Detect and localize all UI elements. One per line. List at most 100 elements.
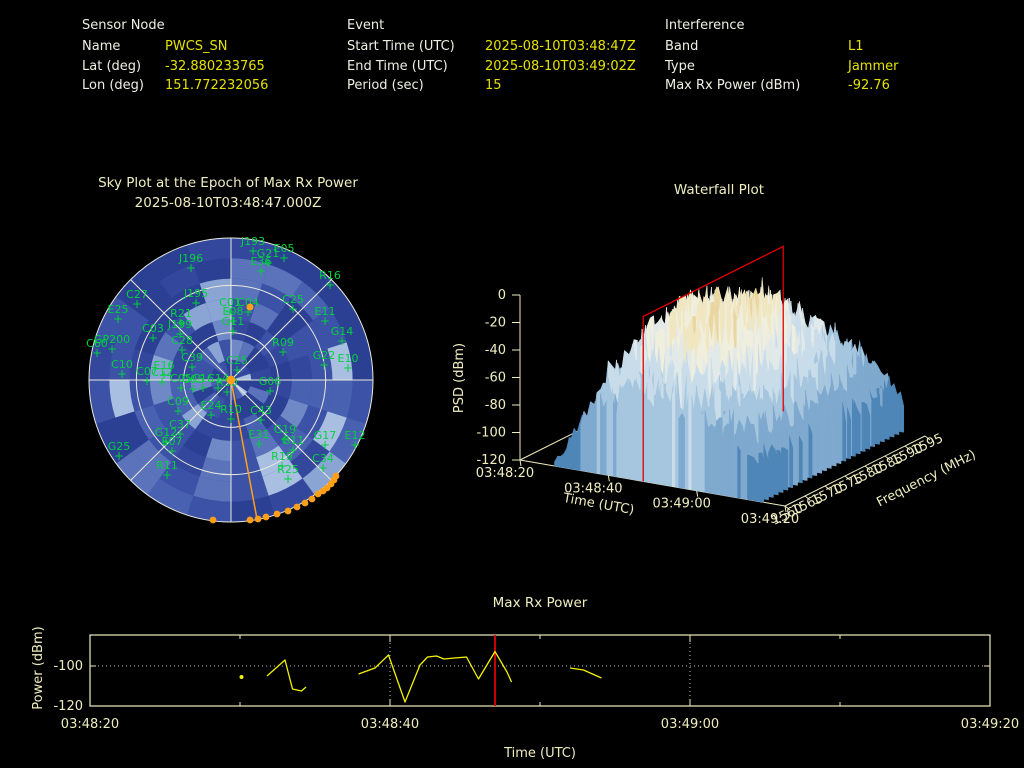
time-tick-label: 03:48:20	[476, 466, 534, 481]
power-x-axis-label: Time (UTC)	[503, 746, 576, 761]
satellite-label: G11	[282, 434, 305, 447]
satellite-plus-marker: +	[186, 261, 196, 275]
x-tick-label: 03:48:40	[361, 717, 419, 732]
satellite-plus-marker: +	[114, 449, 124, 463]
satellite-plus-marker: +	[256, 413, 266, 427]
interference-panel: Interference Band L1 Type Jammer Max Rx …	[665, 14, 898, 96]
interference-track-dot	[262, 513, 270, 521]
freq-tick	[784, 505, 791, 511]
interference-track-dot	[332, 472, 340, 480]
power-plot: Max Rx Power 03:48:20 03:48:40 03:49:00 03:…	[31, 595, 1019, 761]
satellite-label: C34	[312, 452, 334, 465]
sky-plot: Sky Plot at the Epoch of Max Rx Power 20…	[86, 175, 374, 524]
psd-tick-label: -80	[485, 398, 506, 413]
satellite-plus-marker: +	[228, 314, 238, 328]
time-tick-label: 03:49:20	[741, 512, 799, 527]
psd-tick-label: -20	[485, 316, 506, 331]
satellite-plus-marker: +	[187, 360, 197, 374]
freq-tick	[844, 475, 851, 481]
satellite-label: C04	[237, 296, 259, 309]
satellite-label: R19	[271, 450, 293, 463]
power-plot-body: 03:48:20 03:48:40 03:49:00 03:49:20 -100 -120	[53, 634, 1019, 732]
interference-track-dot	[308, 495, 316, 503]
freq-tick	[884, 455, 891, 461]
satellite-plus-marker: +	[350, 438, 360, 452]
satellite-label: G22	[313, 349, 336, 362]
sensor-lat-label: Lat (deg)	[82, 58, 142, 74]
satellite-label: C25	[226, 354, 248, 367]
power-trace-point	[239, 675, 244, 679]
satellite-plus-marker: +	[279, 251, 289, 265]
x-tick-label: 03:49:00	[661, 717, 719, 732]
satellite-label: E05	[274, 242, 295, 255]
time-tick	[607, 475, 610, 482]
satellite-markers: +J193+E05+G21+E36+J196+R16+C27+J195+E25 +…	[86, 235, 365, 486]
freq-tick	[864, 465, 871, 471]
satellite-plus-marker: +	[283, 472, 293, 486]
satellite-plus-marker: +	[288, 302, 298, 316]
satellite-label: J199	[167, 318, 192, 331]
satellite-label: G06	[259, 375, 282, 388]
satellite-plus-marker: +	[206, 408, 216, 422]
interference-type-label: Type	[665, 58, 695, 74]
satellite-label: E10	[338, 352, 359, 365]
satellite-plus-marker: +	[113, 312, 123, 326]
waterfall-plot: Waterfall Plot 0-20-40-60-80-100-12003:4…	[452, 182, 978, 529]
satellite-label: J195	[183, 287, 208, 300]
satellite-label: R09	[272, 336, 294, 349]
sky-plot-subtitle: 2025-08-10T03:48:47.000Z	[135, 195, 322, 211]
interference-type-value: Jammer	[848, 58, 899, 74]
satellite-plus-marker: +	[213, 381, 223, 395]
satellite-plus-marker: +	[92, 346, 102, 360]
satellite-label: G05	[182, 373, 205, 386]
satellite-plus-marker: +	[175, 327, 185, 341]
satellite-label: G17	[314, 429, 337, 442]
satellite-plus-marker: +	[162, 468, 172, 482]
satellite-plus-marker: +	[232, 363, 242, 377]
satellite-label: C12	[151, 366, 173, 379]
interference-epoch-dot	[246, 303, 254, 311]
satellite-plus-marker: +	[320, 438, 330, 452]
satellite-label: C43	[250, 404, 272, 417]
satellite-plus-marker: +	[176, 381, 186, 395]
psd-tick-label: -100	[476, 426, 506, 441]
sensor-name-value: PWCS_SN	[165, 39, 228, 55]
sensor-lat-value: -32.880233765	[165, 58, 265, 74]
satellite-plus-marker: +	[191, 296, 201, 310]
waterfall-psd-axis-label: PSD (dBm)	[452, 343, 467, 413]
satellite-plus-marker: +	[337, 334, 347, 348]
satellite-label: C60	[86, 337, 108, 350]
sensor-node-panel: Sensor Node Name PWCS_SN Lat (deg) -32.8…	[82, 14, 268, 96]
interference-track-dot	[246, 516, 254, 524]
event-end-value: 2025-08-10T03:49:02Z	[485, 58, 636, 74]
interference-track-dot	[209, 516, 217, 524]
time-tick	[519, 459, 522, 467]
psd-tick-label: 0	[498, 288, 506, 303]
event-row: Start Time (UTC) 2025-08-10T03:48:47Z	[347, 37, 636, 57]
satellite-plus-marker: +	[148, 331, 158, 345]
satellite-plus-marker: +	[318, 461, 328, 475]
satellite-label: C05	[170, 372, 192, 385]
interference-band-value: L1	[848, 39, 864, 55]
interference-track-dot	[301, 499, 309, 507]
y-tick-label: -100	[53, 659, 83, 674]
satellite-label: C25	[282, 293, 304, 306]
satellite-plus-marker: +	[325, 278, 335, 292]
freq-tick	[824, 485, 831, 491]
satellite-plus-marker: +	[243, 305, 253, 319]
freq-tick	[804, 495, 811, 501]
satellite-plus-marker: +	[265, 384, 275, 398]
interference-row: Max Rx Power (dBm) -92.76	[665, 76, 898, 96]
satellite-plus-marker: +	[175, 427, 185, 441]
satellite-label: R21	[170, 307, 192, 320]
satellite-label: E25	[108, 303, 129, 316]
satellite-label: G12	[155, 426, 178, 439]
satellite-label: C39	[181, 351, 203, 364]
interference-power-value: -92.76	[848, 78, 890, 94]
satellite-plus-marker: +	[132, 297, 142, 311]
satellite-plus-marker: +	[142, 374, 152, 388]
satellite-plus-marker: +	[117, 367, 127, 381]
interference-track-dot	[314, 490, 322, 498]
